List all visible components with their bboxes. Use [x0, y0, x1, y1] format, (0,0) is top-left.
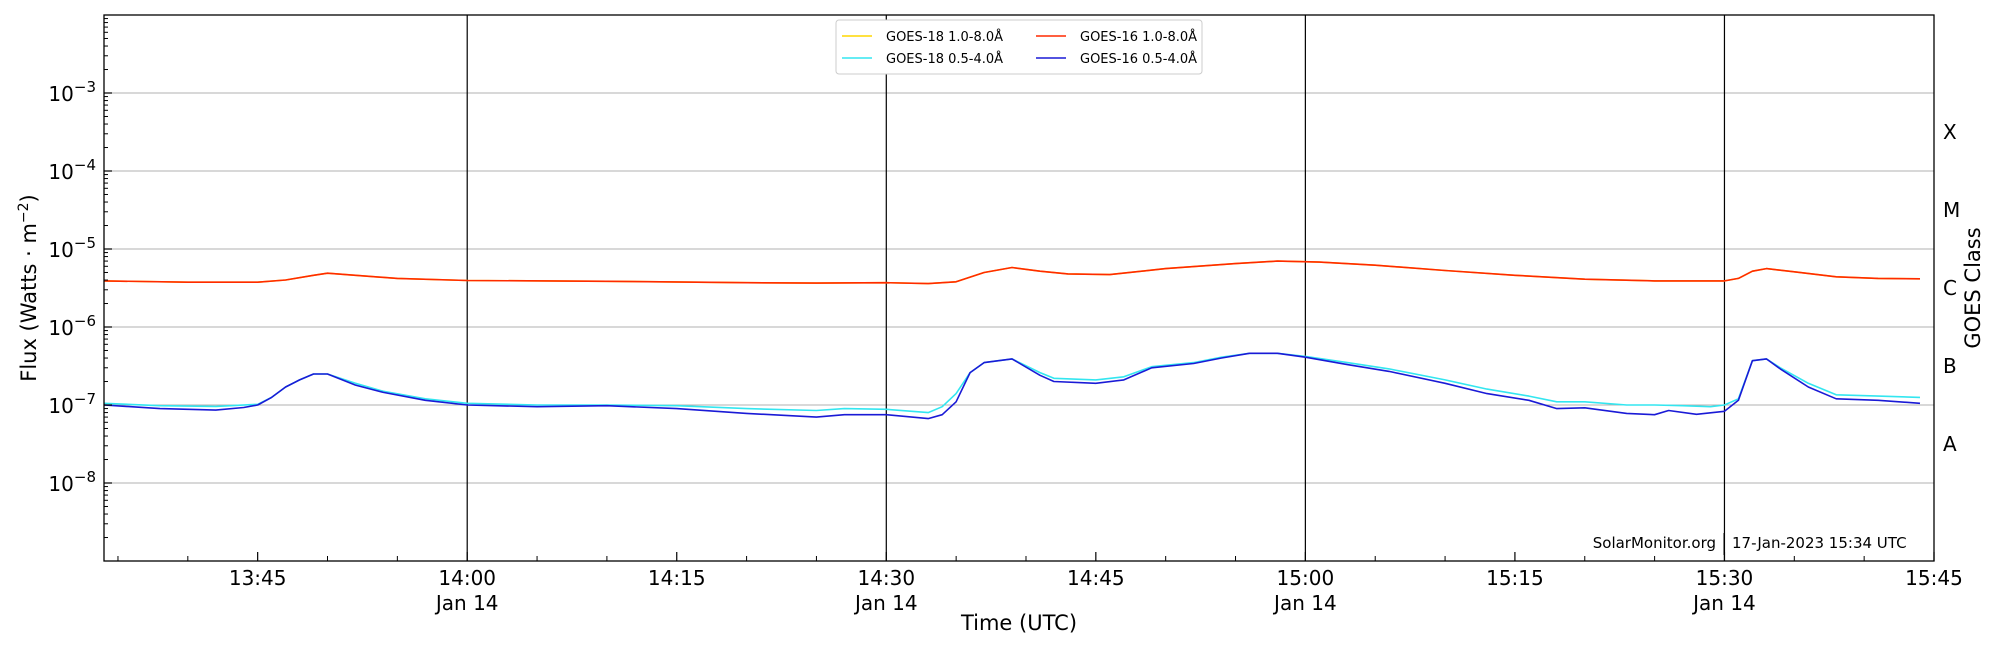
x-tick-label-5: 15:00	[1277, 566, 1335, 590]
goes-class-label-b: B	[1943, 354, 1957, 378]
x-axis-title: Time (UTC)	[960, 611, 1077, 635]
x-tick-label-7: 15:30	[1696, 566, 1754, 590]
y-tick-exponent-1: −7	[74, 390, 96, 408]
y-tick-mantissa-2: 10	[48, 316, 73, 340]
y-tick-mantissa-3: 10	[48, 238, 73, 262]
y-tick-exponent-5: −3	[74, 78, 96, 96]
x-tick-date-1: Jan 14	[434, 591, 499, 615]
legend-label-2: GOES-18 0.5-4.0Å	[886, 51, 1003, 67]
legend-label-3: GOES-16 0.5-4.0Å	[1080, 51, 1197, 67]
x-tick-date-3: Jan 14	[853, 591, 918, 615]
x-tick-label-6: 15:15	[1486, 566, 1544, 590]
plot-frame	[103, 14, 1935, 562]
goes-class-label-a: A	[1943, 432, 1957, 456]
y-tick-mantissa-5: 10	[48, 82, 73, 106]
grid-layer	[104, 92, 1934, 484]
y-tick-mantissa-4: 10	[48, 160, 73, 184]
legend-label-0: GOES-18 1.0-8.0Å	[886, 29, 1003, 45]
goes-class-label-c: C	[1943, 276, 1957, 300]
series-line-3	[103, 352, 1921, 420]
y-axis-title: Flux (Watts · m−2)	[16, 194, 41, 382]
goes-class-labels: A B C M X	[1943, 120, 1960, 456]
legend: GOES-18 1.0-8.0Å GOES-16 1.0-8.0Å GOES-18 …	[835, 19, 1203, 75]
legend-box	[835, 19, 1203, 75]
y-tick-label-4: 10−4	[48, 156, 96, 184]
x-tick-label-0: 13:45	[229, 566, 287, 590]
series-layer	[103, 260, 1921, 420]
x-tick-date-5: Jan 14	[1272, 591, 1337, 615]
credit-timestamp: 17-Jan-2023 15:34 UTC	[1732, 534, 1907, 552]
y-axis-title-main: Flux (Watts · m	[17, 223, 41, 382]
credit: SolarMonitor.org 17-Jan-2023 15:34 UTC	[1593, 533, 1907, 555]
y-tick-label-1: 10−7	[48, 390, 96, 418]
credit-source: SolarMonitor.org	[1593, 534, 1716, 552]
y-tick-mantissa-1: 10	[48, 394, 73, 418]
x-tick-date-7: Jan 14	[1691, 591, 1756, 615]
vertical-day-lines	[466, 15, 1726, 561]
y-tick-label-5: 10−3	[48, 78, 96, 106]
goes-class-label-m: M	[1943, 198, 1960, 222]
y-tick-exponent-3: −5	[74, 234, 96, 252]
y-axis-title-exponent: −2	[16, 202, 32, 223]
y-tick-label-3: 10−5	[48, 234, 96, 262]
y-tick-label-2: 10−6	[48, 312, 96, 340]
y-tick-exponent-0: −8	[74, 468, 96, 486]
axis-ticks	[104, 18, 1935, 561]
x-tick-label-3: 14:30	[857, 566, 915, 590]
x-tick-label-8: 15:45	[1905, 566, 1963, 590]
legend-label-1: GOES-16 1.0-8.0Å	[1080, 29, 1197, 45]
goes-class-label-x: X	[1943, 120, 1957, 144]
x-tick-label-2: 14:15	[648, 566, 706, 590]
y-axis-title-close: )	[17, 194, 41, 202]
y-tick-label-0: 10−8	[48, 468, 96, 496]
y-tick-mantissa-0: 10	[48, 472, 73, 496]
series-line-2	[103, 352, 1921, 414]
x-tick-label-1: 14:00	[438, 566, 496, 590]
series-line-1	[103, 260, 1921, 285]
y-tick-exponent-2: −6	[74, 312, 96, 330]
y-tick-exponent-4: −4	[74, 156, 96, 174]
right-axis-title: GOES Class	[1961, 227, 1985, 348]
x-tick-label-4: 14:45	[1067, 566, 1125, 590]
y-tick-labels: 10−810−710−610−510−410−3	[48, 78, 96, 496]
